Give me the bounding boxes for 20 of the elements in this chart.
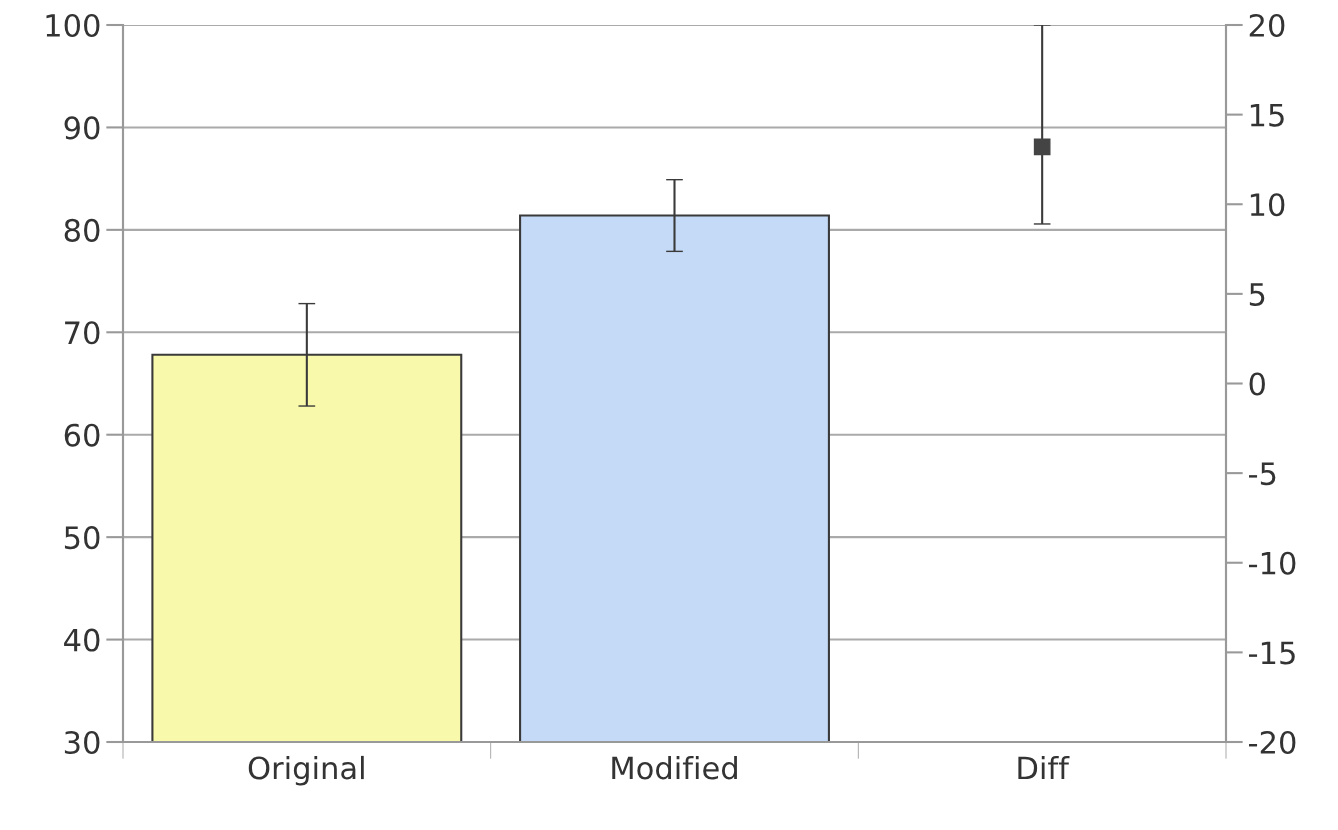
y2-tick-label: 15 [1250, 103, 1284, 127]
x-tick-label: Modified [612, 755, 737, 780]
y2-tick-label: -15 [1249, 641, 1295, 665]
y-tick-label: 60 [64, 423, 100, 447]
y-tick-label: 80 [64, 218, 100, 242]
y2-tick-label: 10 [1250, 193, 1285, 217]
y-tick-label: 50 [64, 526, 100, 550]
y2-tick-label: 20 [1249, 13, 1285, 38]
y2-tick-label: -5 [1249, 462, 1276, 486]
y-tick-label: 90 [64, 116, 100, 140]
y-tick-label: 100 [46, 13, 100, 38]
y2-tick-label: -10 [1249, 551, 1296, 575]
y2-tick-label: 0 [1249, 372, 1265, 396]
y2-tick-label: -20 [1249, 730, 1296, 755]
y2-tick-label: 5 [1249, 283, 1265, 306]
x-tick-label: Original [248, 755, 364, 786]
y-tick-label: 70 [65, 321, 100, 345]
y-tick-label: 30 [64, 730, 100, 755]
x-tick-label: Diff [1018, 755, 1070, 780]
y-tick-label: 40 [64, 628, 100, 652]
